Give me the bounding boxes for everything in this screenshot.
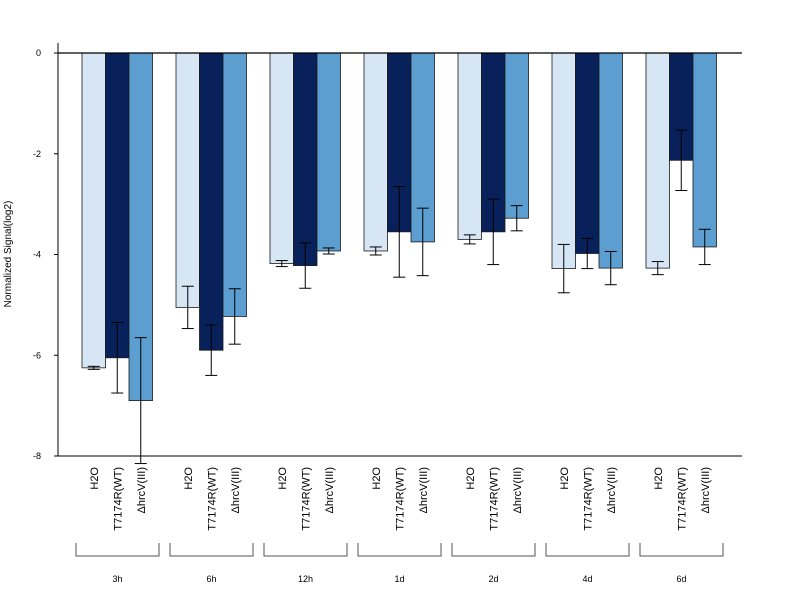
bar xyxy=(105,52,130,359)
group-label: 6h xyxy=(206,574,216,584)
category-label: ΔhrcV(III) xyxy=(512,467,524,513)
group-brackets xyxy=(75,543,724,557)
category-label: T7174R(WT) xyxy=(676,467,688,531)
group-bracket xyxy=(545,543,630,557)
category-label: ΔhrcV(III) xyxy=(324,467,336,513)
y-tick-label: -8 xyxy=(33,451,41,461)
category-label: H2O xyxy=(277,467,289,490)
group-bracket xyxy=(263,543,348,557)
group-label: 2d xyxy=(488,574,498,584)
group-label: 4d xyxy=(582,574,592,584)
y-tick-label: 0 xyxy=(36,48,41,58)
bar xyxy=(199,52,224,351)
category-label: H2O xyxy=(653,467,665,490)
bar xyxy=(175,52,200,308)
category-label: H2O xyxy=(371,467,383,490)
category-label: H2O xyxy=(89,467,101,490)
category-label: T7174R(WT) xyxy=(582,467,594,531)
bar xyxy=(598,52,623,269)
bar xyxy=(293,52,318,266)
bar xyxy=(363,52,388,252)
bar xyxy=(645,52,670,269)
group-bracket xyxy=(357,543,442,557)
group-labels: 3h 6h 12h 1d 2d 4d 6d xyxy=(112,574,686,584)
group-label: 12h xyxy=(298,574,313,584)
category-label: ΔhrcV(III) xyxy=(136,467,148,513)
category-label: T7174R(WT) xyxy=(206,467,218,531)
category-label: ΔhrcV(III) xyxy=(700,467,712,513)
bar xyxy=(575,52,600,254)
group-bracket xyxy=(451,543,536,557)
category-label: H2O xyxy=(559,467,571,490)
category-label: ΔhrcV(III) xyxy=(606,467,618,513)
bar xyxy=(692,52,717,248)
bar xyxy=(457,52,482,240)
bar xyxy=(222,52,247,317)
category-label: ΔhrcV(III) xyxy=(230,467,242,513)
bar xyxy=(504,52,529,219)
category-label: H2O xyxy=(183,467,195,490)
error-bars xyxy=(87,129,711,465)
category-label: T7174R(WT) xyxy=(300,467,312,531)
category-label: H2O xyxy=(465,467,477,490)
bar xyxy=(316,52,341,252)
y-tick-label: -4 xyxy=(33,250,41,260)
bars xyxy=(81,52,717,401)
bar xyxy=(81,52,106,369)
bar xyxy=(269,52,294,264)
y-tick-label: -6 xyxy=(33,350,41,360)
y-axis: 0 -2 -4 -6 -8 xyxy=(33,43,59,461)
category-labels: H2O T7174R(WT) ΔhrcV(III) H2O T7174R(WT) Δhrc… xyxy=(89,467,712,531)
group-label: 6d xyxy=(676,574,686,584)
category-label: T7174R(WT) xyxy=(394,467,406,531)
group-label: 1d xyxy=(394,574,404,584)
bar xyxy=(551,52,576,270)
group-label: 3h xyxy=(112,574,122,584)
y-axis-label: Normalized Signal(log2) xyxy=(3,201,14,308)
group-bracket xyxy=(639,543,724,557)
category-label: ΔhrcV(III) xyxy=(418,467,430,513)
category-label: T7174R(WT) xyxy=(112,467,124,531)
group-bracket xyxy=(75,543,160,557)
group-bracket xyxy=(169,543,254,557)
category-label: T7174R(WT) xyxy=(488,467,500,531)
y-tick-label: -2 xyxy=(33,149,41,159)
